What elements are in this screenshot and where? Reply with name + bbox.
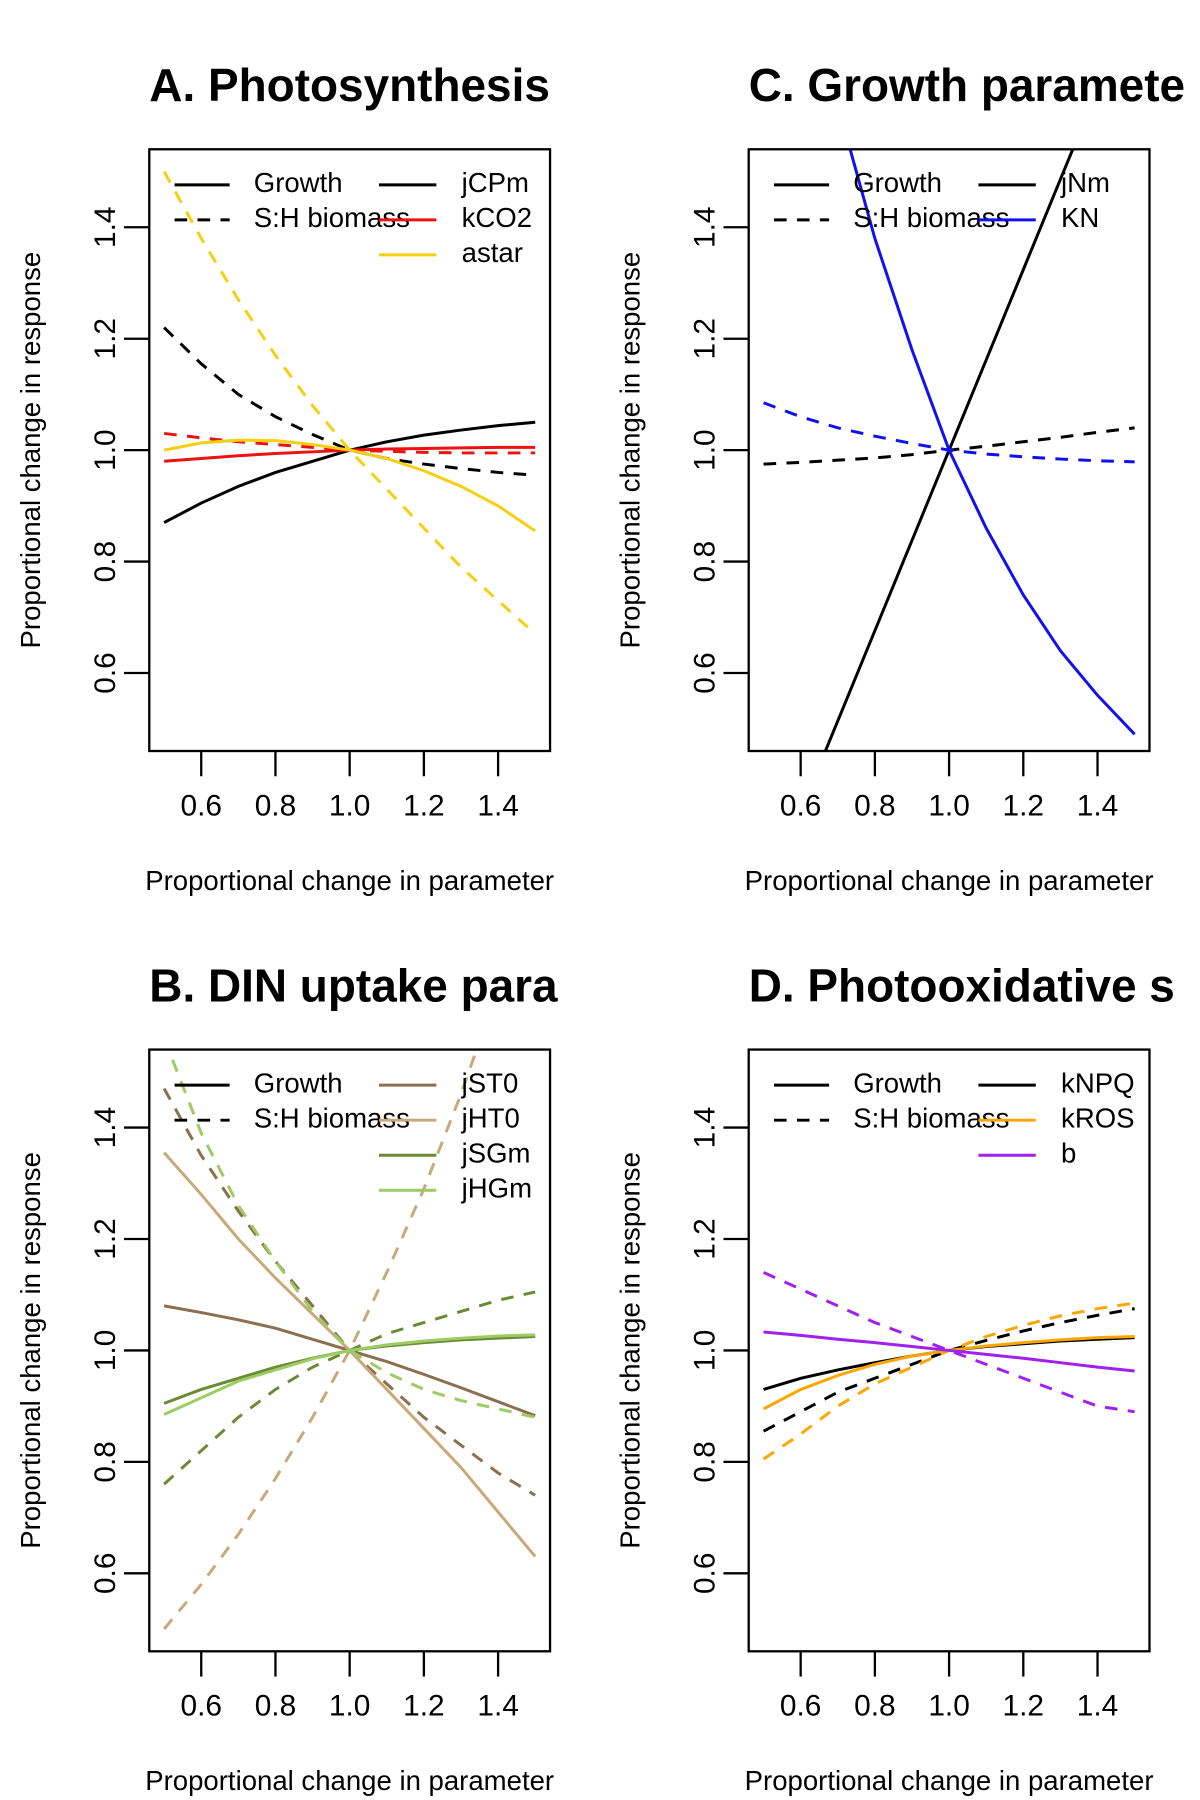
- x-axis-label: Proportional change in parameter: [145, 865, 554, 896]
- plot-frame: [148, 148, 552, 753]
- panel-title: A. Photosynthesis: [149, 59, 550, 111]
- growth-line: [163, 1333, 536, 1416]
- x-tick-label: 1.2: [403, 1690, 445, 1723]
- y-tick-label: 1.2: [688, 1218, 721, 1260]
- x-tick-label: 1.0: [329, 1690, 371, 1723]
- y-tick-label: 1.4: [89, 207, 122, 249]
- sh-biomass-line: [762, 1307, 1135, 1433]
- legend-label: Growth: [853, 1067, 942, 1098]
- panel: B. DIN uptake para Proportional change in…: [15, 959, 558, 1796]
- plot-frame: [747, 148, 1151, 753]
- growth-line: [163, 438, 537, 533]
- legend-label: jHT0: [461, 1102, 520, 1133]
- plot-area: [162, 170, 537, 636]
- legend-label: jNm: [1060, 167, 1110, 198]
- y-tick-label: 1.0: [688, 429, 721, 471]
- y-tick-label: 0.8: [89, 1441, 122, 1483]
- legend-label: jST0: [461, 1067, 519, 1098]
- panel: C. Growth paramete Proportional change in…: [615, 59, 1185, 896]
- x-tick-label: 1.2: [1003, 1690, 1044, 1723]
- y-tick-label: 0.6: [89, 1553, 122, 1595]
- y-tick-label: 1.4: [688, 207, 721, 249]
- plot-area: [763, 149, 1136, 752]
- y-tick-label: 1.2: [688, 318, 721, 360]
- panel-title: D. Photooxidative s: [749, 959, 1175, 1011]
- x-tick-label: 1.2: [1003, 789, 1044, 822]
- y-tick-label: 1.0: [89, 429, 122, 471]
- legend-label: jCPm: [461, 167, 529, 198]
- plot-frame: [747, 1048, 1151, 1653]
- growth-line: [163, 1304, 536, 1418]
- legend-label: S:H biomass: [853, 1102, 1009, 1133]
- x-axis-label: Proportional change in parameter: [745, 865, 1154, 896]
- legend-label: KN: [1061, 202, 1099, 233]
- sh-biomass-line: [162, 1049, 479, 1630]
- legend-label: S:H biomass: [254, 202, 410, 233]
- x-tick-label: 0.6: [180, 789, 222, 822]
- legend-label: Growth: [853, 167, 942, 198]
- legend-label: Growth: [254, 1067, 343, 1098]
- y-tick-label: 1.0: [89, 1330, 122, 1372]
- x-tick-label: 1.2: [403, 789, 445, 822]
- y-axis-label: Proportional change in response: [15, 252, 46, 649]
- x-tick-label: 0.6: [780, 789, 822, 822]
- y-tick-label: 1.2: [89, 318, 122, 360]
- sh-biomass-line: [163, 326, 536, 477]
- plot-area: [762, 1271, 1135, 1461]
- x-tick-label: 1.4: [1077, 789, 1119, 822]
- x-axis-label: Proportional change in parameter: [745, 1765, 1154, 1796]
- panel: D. Photooxidative s Proportional change i…: [615, 959, 1175, 1796]
- legend-label: S:H biomass: [853, 202, 1009, 233]
- x-tick-label: 0.8: [255, 789, 297, 822]
- legend-label: S:H biomass: [254, 1102, 410, 1133]
- legend-label: jHGm: [461, 1173, 532, 1204]
- x-tick-label: 1.0: [928, 1690, 970, 1723]
- x-tick-label: 1.4: [1077, 1690, 1119, 1723]
- y-tick-label: 0.6: [688, 1553, 721, 1595]
- legend-label: jSGm: [461, 1137, 531, 1168]
- y-tick-label: 0.6: [688, 652, 721, 693]
- legend-label: astar: [462, 237, 523, 268]
- growth-line: [163, 1151, 537, 1558]
- sh-biomass-line: [762, 1271, 1135, 1414]
- x-axis-label: Proportional change in parameter: [145, 1765, 554, 1796]
- sh-biomass-line: [162, 170, 537, 636]
- x-tick-label: 0.6: [780, 1690, 822, 1723]
- plot-frame: [148, 1048, 552, 1653]
- growth-line: [763, 1330, 1135, 1373]
- y-tick-label: 0.8: [688, 1441, 721, 1483]
- y-tick-label: 0.6: [89, 652, 122, 693]
- y-tick-label: 1.4: [688, 1107, 721, 1149]
- x-tick-label: 0.8: [854, 789, 896, 822]
- legend-label: Growth: [254, 167, 343, 198]
- x-tick-label: 1.4: [477, 1690, 519, 1723]
- x-tick-label: 0.8: [854, 1690, 896, 1723]
- x-tick-label: 0.8: [255, 1690, 297, 1723]
- x-tick-label: 0.6: [180, 1690, 222, 1723]
- y-tick-label: 1.0: [688, 1330, 721, 1372]
- plot-area: [162, 1049, 537, 1630]
- x-tick-label: 1.4: [477, 789, 519, 822]
- legend-label: kNPQ: [1061, 1067, 1134, 1098]
- legend-label: kCO2: [462, 202, 532, 233]
- y-tick-label: 0.8: [89, 541, 122, 583]
- panel-title: B. DIN uptake para: [149, 959, 558, 1011]
- y-axis-label: Proportional change in response: [615, 1152, 646, 1549]
- x-tick-label: 1.0: [928, 789, 970, 822]
- legend-label: b: [1061, 1137, 1076, 1168]
- y-tick-label: 0.8: [688, 541, 721, 583]
- y-tick-label: 1.4: [89, 1107, 122, 1149]
- panel-title: C. Growth paramete: [749, 59, 1185, 111]
- growth-line: [163, 420, 536, 524]
- legend-label: kROS: [1061, 1102, 1134, 1133]
- sh-biomass-line: [763, 401, 1135, 464]
- y-tick-label: 1.2: [89, 1218, 122, 1260]
- y-axis-label: Proportional change in response: [15, 1152, 46, 1549]
- y-axis-label: Proportional change in response: [615, 252, 646, 649]
- x-tick-label: 1.0: [329, 789, 371, 822]
- panel: A. Photosynthesis Proportional change in …: [15, 59, 554, 896]
